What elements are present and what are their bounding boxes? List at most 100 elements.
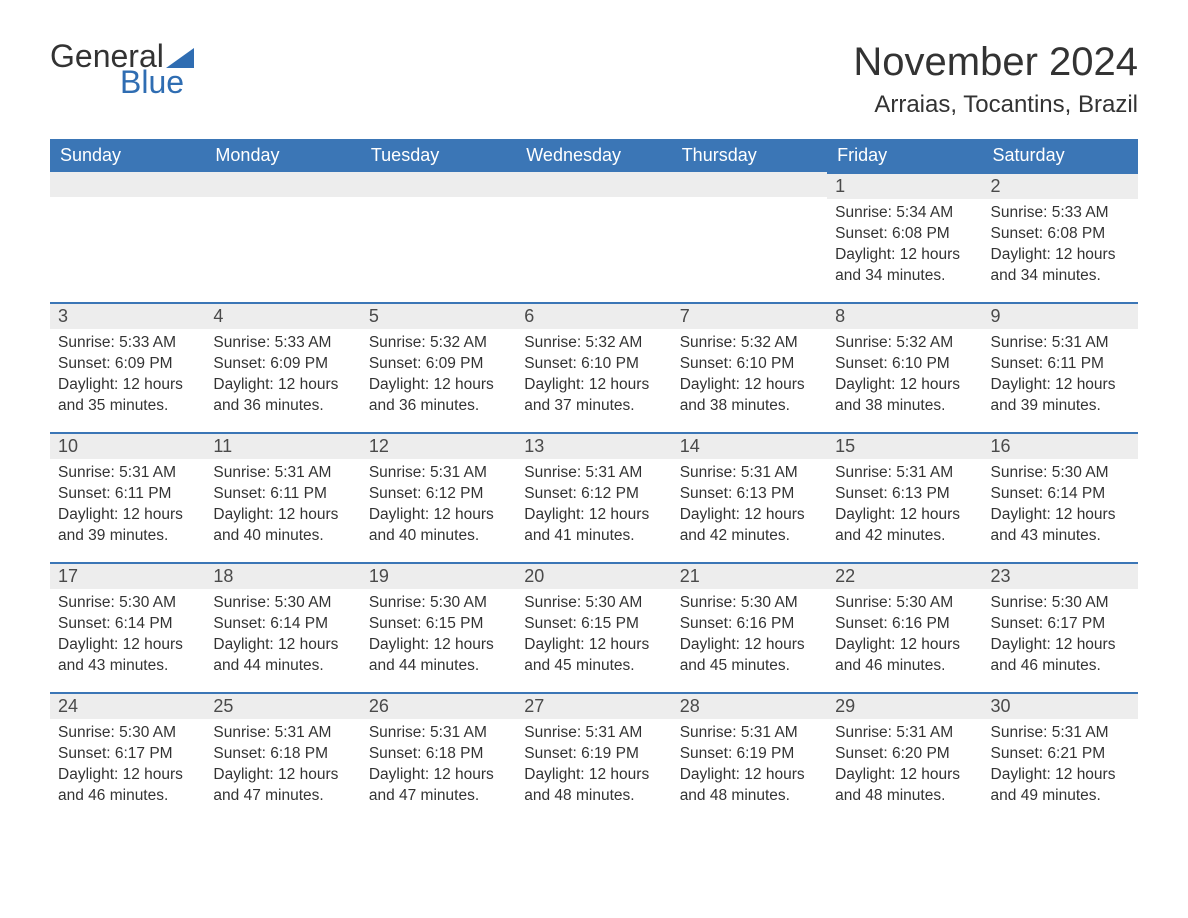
sunrise-line: Sunrise: 5:30 AM [835, 593, 974, 614]
day-details: Sunrise: 5:31 AMSunset: 6:11 PMDaylight:… [983, 329, 1138, 427]
weekday-header: Sunday [50, 139, 205, 172]
sunset-line: Sunset: 6:11 PM [213, 484, 352, 505]
day-number: 7 [672, 302, 827, 329]
sunrise-line: Sunrise: 5:30 AM [369, 593, 508, 614]
calendar-cell [361, 172, 516, 302]
calendar-cell: 5Sunrise: 5:32 AMSunset: 6:09 PMDaylight… [361, 302, 516, 432]
day-details: Sunrise: 5:31 AMSunset: 6:19 PMDaylight:… [516, 719, 671, 817]
day-number: 8 [827, 302, 982, 329]
daylight-line: Daylight: 12 hours and 43 minutes. [58, 635, 197, 677]
calendar-cell: 29Sunrise: 5:31 AMSunset: 6:20 PMDayligh… [827, 692, 982, 822]
day-details: Sunrise: 5:30 AMSunset: 6:14 PMDaylight:… [983, 459, 1138, 557]
calendar-cell: 2Sunrise: 5:33 AMSunset: 6:08 PMDaylight… [983, 172, 1138, 302]
daylight-line: Daylight: 12 hours and 38 minutes. [835, 375, 974, 417]
sunrise-line: Sunrise: 5:31 AM [991, 723, 1130, 744]
day-number: 19 [361, 562, 516, 589]
day-number: 1 [827, 172, 982, 199]
sunset-line: Sunset: 6:13 PM [835, 484, 974, 505]
daylight-line: Daylight: 12 hours and 39 minutes. [991, 375, 1130, 417]
sunrise-line: Sunrise: 5:30 AM [58, 593, 197, 614]
daylight-line: Daylight: 12 hours and 34 minutes. [835, 245, 974, 287]
day-details: Sunrise: 5:30 AMSunset: 6:14 PMDaylight:… [50, 589, 205, 687]
day-details: Sunrise: 5:31 AMSunset: 6:20 PMDaylight:… [827, 719, 982, 817]
location-subtitle: Arraias, Tocantins, Brazil [853, 91, 1138, 119]
sunset-line: Sunset: 6:10 PM [680, 354, 819, 375]
daylight-line: Daylight: 12 hours and 49 minutes. [991, 765, 1130, 807]
sunset-line: Sunset: 6:10 PM [835, 354, 974, 375]
calendar-cell: 19Sunrise: 5:30 AMSunset: 6:15 PMDayligh… [361, 562, 516, 692]
daylight-line: Daylight: 12 hours and 45 minutes. [680, 635, 819, 677]
calendar-row: 1Sunrise: 5:34 AMSunset: 6:08 PMDaylight… [50, 172, 1138, 302]
daylight-line: Daylight: 12 hours and 46 minutes. [835, 635, 974, 677]
sunrise-line: Sunrise: 5:31 AM [680, 723, 819, 744]
daylight-line: Daylight: 12 hours and 36 minutes. [369, 375, 508, 417]
day-number: 4 [205, 302, 360, 329]
sunrise-line: Sunrise: 5:31 AM [835, 463, 974, 484]
weekday-header-row: SundayMondayTuesdayWednesdayThursdayFrid… [50, 139, 1138, 172]
calendar-cell: 28Sunrise: 5:31 AMSunset: 6:19 PMDayligh… [672, 692, 827, 822]
sunrise-line: Sunrise: 5:31 AM [524, 463, 663, 484]
calendar-row: 24Sunrise: 5:30 AMSunset: 6:17 PMDayligh… [50, 692, 1138, 822]
calendar-cell: 18Sunrise: 5:30 AMSunset: 6:14 PMDayligh… [205, 562, 360, 692]
calendar-cell: 27Sunrise: 5:31 AMSunset: 6:19 PMDayligh… [516, 692, 671, 822]
daylight-line: Daylight: 12 hours and 47 minutes. [213, 765, 352, 807]
daylight-line: Daylight: 12 hours and 42 minutes. [835, 505, 974, 547]
day-number: 25 [205, 692, 360, 719]
logo: General Blue [50, 40, 194, 98]
sunrise-line: Sunrise: 5:30 AM [991, 463, 1130, 484]
daylight-line: Daylight: 12 hours and 40 minutes. [213, 505, 352, 547]
calendar-table: SundayMondayTuesdayWednesdayThursdayFrid… [50, 139, 1138, 822]
calendar-cell: 4Sunrise: 5:33 AMSunset: 6:09 PMDaylight… [205, 302, 360, 432]
sunset-line: Sunset: 6:19 PM [680, 744, 819, 765]
title-block: November 2024 Arraias, Tocantins, Brazil [853, 40, 1138, 119]
daylight-line: Daylight: 12 hours and 34 minutes. [991, 245, 1130, 287]
calendar-cell: 10Sunrise: 5:31 AMSunset: 6:11 PMDayligh… [50, 432, 205, 562]
weekday-header: Thursday [672, 139, 827, 172]
calendar-cell: 1Sunrise: 5:34 AMSunset: 6:08 PMDaylight… [827, 172, 982, 302]
sunset-line: Sunset: 6:11 PM [991, 354, 1130, 375]
month-title: November 2024 [853, 40, 1138, 85]
day-details: Sunrise: 5:31 AMSunset: 6:18 PMDaylight:… [361, 719, 516, 817]
sunset-line: Sunset: 6:11 PM [58, 484, 197, 505]
daylight-line: Daylight: 12 hours and 44 minutes. [213, 635, 352, 677]
day-number: 11 [205, 432, 360, 459]
day-number: 12 [361, 432, 516, 459]
calendar-cell: 24Sunrise: 5:30 AMSunset: 6:17 PMDayligh… [50, 692, 205, 822]
calendar-cell: 20Sunrise: 5:30 AMSunset: 6:15 PMDayligh… [516, 562, 671, 692]
day-details: Sunrise: 5:31 AMSunset: 6:11 PMDaylight:… [205, 459, 360, 557]
sunset-line: Sunset: 6:14 PM [991, 484, 1130, 505]
sunrise-line: Sunrise: 5:30 AM [524, 593, 663, 614]
day-number: 9 [983, 302, 1138, 329]
daylight-line: Daylight: 12 hours and 48 minutes. [835, 765, 974, 807]
day-details: Sunrise: 5:31 AMSunset: 6:11 PMDaylight:… [50, 459, 205, 557]
weekday-header: Saturday [983, 139, 1138, 172]
day-details: Sunrise: 5:32 AMSunset: 6:09 PMDaylight:… [361, 329, 516, 427]
sunrise-line: Sunrise: 5:34 AM [835, 203, 974, 224]
day-number: 30 [983, 692, 1138, 719]
sunset-line: Sunset: 6:09 PM [213, 354, 352, 375]
sunset-line: Sunset: 6:12 PM [369, 484, 508, 505]
sunrise-line: Sunrise: 5:32 AM [524, 333, 663, 354]
calendar-cell: 30Sunrise: 5:31 AMSunset: 6:21 PMDayligh… [983, 692, 1138, 822]
calendar-cell: 23Sunrise: 5:30 AMSunset: 6:17 PMDayligh… [983, 562, 1138, 692]
calendar-cell: 6Sunrise: 5:32 AMSunset: 6:10 PMDaylight… [516, 302, 671, 432]
day-number: 26 [361, 692, 516, 719]
weekday-header: Friday [827, 139, 982, 172]
calendar-cell: 11Sunrise: 5:31 AMSunset: 6:11 PMDayligh… [205, 432, 360, 562]
sunrise-line: Sunrise: 5:30 AM [58, 723, 197, 744]
day-number: 29 [827, 692, 982, 719]
day-number: 21 [672, 562, 827, 589]
calendar-cell: 14Sunrise: 5:31 AMSunset: 6:13 PMDayligh… [672, 432, 827, 562]
sunset-line: Sunset: 6:15 PM [524, 614, 663, 635]
day-number: 2 [983, 172, 1138, 199]
weekday-header: Tuesday [361, 139, 516, 172]
day-details: Sunrise: 5:31 AMSunset: 6:12 PMDaylight:… [516, 459, 671, 557]
day-number: 10 [50, 432, 205, 459]
daylight-line: Daylight: 12 hours and 35 minutes. [58, 375, 197, 417]
day-number: 20 [516, 562, 671, 589]
empty-day-header [205, 172, 360, 197]
calendar-cell [516, 172, 671, 302]
sunset-line: Sunset: 6:18 PM [213, 744, 352, 765]
daylight-line: Daylight: 12 hours and 43 minutes. [991, 505, 1130, 547]
day-details: Sunrise: 5:31 AMSunset: 6:13 PMDaylight:… [672, 459, 827, 557]
